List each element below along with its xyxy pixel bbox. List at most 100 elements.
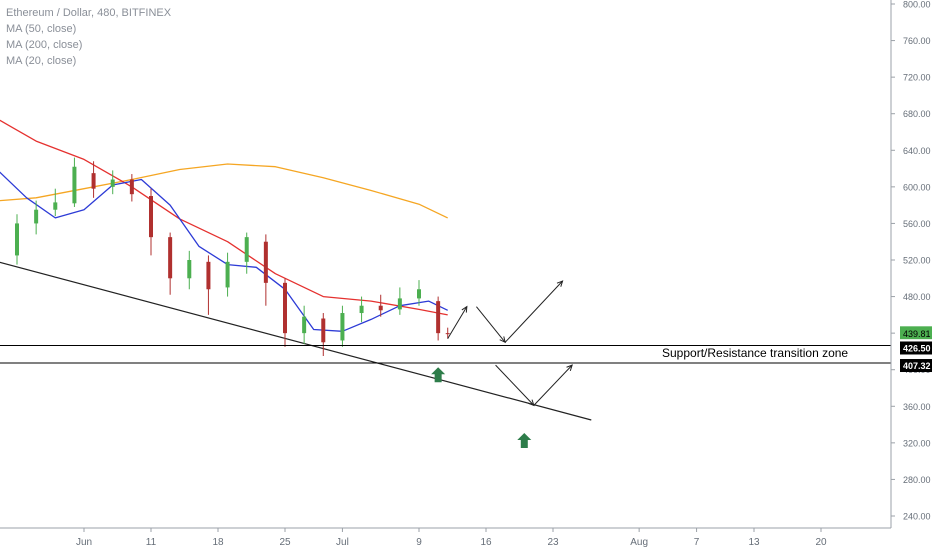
candle-body (225, 261, 230, 288)
candle-body (72, 166, 77, 204)
plot-area (0, 0, 891, 528)
moving-averages (0, 82, 448, 332)
candlestick[interactable] (321, 313, 326, 356)
candlestick[interactable] (149, 188, 153, 256)
candlestick[interactable] (417, 280, 421, 306)
candlestick[interactable] (244, 232, 249, 274)
candle-body (15, 223, 19, 256)
green-up-arrow-icon (517, 433, 532, 449)
candlestick[interactable] (206, 255, 211, 315)
candle-body (206, 261, 211, 290)
ma20-line[interactable] (0, 100, 448, 332)
candlestick[interactable] (225, 252, 230, 297)
green-up-arrow-icon (431, 367, 446, 383)
candle-body (445, 333, 450, 335)
time-tick-label: 18 (212, 537, 224, 548)
candle-body (129, 179, 134, 195)
candlestick[interactable] (283, 278, 287, 347)
time-tick-label: 7 (694, 537, 700, 548)
candle-body (149, 196, 153, 238)
candlestick[interactable] (91, 161, 96, 198)
candle-body (340, 313, 345, 341)
chart-legend: Ethereum / Dollar, 480, BITFINEX MA (50,… (6, 5, 171, 69)
ma50-line[interactable] (0, 82, 448, 316)
time-tick-label: Jul (336, 537, 349, 548)
candle-body (53, 202, 58, 210)
zone-bottom-price-label: 407.32 (903, 361, 931, 371)
price-tick-label: 800.00 (903, 0, 931, 10)
candle-body (359, 305, 364, 314)
price-tick-label: 280.00 (903, 475, 931, 485)
candlestick[interactable] (187, 250, 192, 290)
candlestick[interactable] (340, 305, 345, 347)
candlestick[interactable] (302, 305, 307, 345)
projection-arrows (431, 280, 573, 449)
candle-body (91, 173, 96, 189)
symbol-title: Ethereum / Dollar, 480, BITFINEX (6, 7, 172, 19)
price-tick-label: 720.00 (903, 73, 931, 83)
candlestick[interactable] (378, 294, 383, 317)
candlestick[interactable] (168, 232, 173, 295)
indicator-ma50[interactable]: MA (50, close) (6, 23, 77, 35)
candle-body (244, 237, 249, 262)
zone-top-price-label: 426.50 (903, 343, 931, 353)
zone-bottom-badge (900, 359, 932, 373)
scenario-retest-arrow[interactable] (476, 306, 506, 343)
price-tick-label: 520.00 (903, 256, 931, 266)
candlestick[interactable] (359, 296, 364, 323)
indicator-ma200[interactable]: MA (200, close) (6, 39, 83, 51)
candle-body (34, 209, 39, 224)
time-axis[interactable]: Jun 11 18 25 Jul 9 16 23 Aug 7 13 20 (0, 527, 891, 548)
candlestick[interactable] (15, 214, 19, 265)
candle-body (321, 318, 326, 343)
scenario-bounce-arrow[interactable] (447, 306, 468, 339)
candle-body (263, 241, 268, 283)
price-tick-label: 640.00 (903, 146, 931, 156)
time-tick-label: 11 (146, 537, 157, 548)
candle-body (436, 301, 441, 334)
descending-trendline[interactable] (0, 261, 592, 421)
time-tick-label: 20 (815, 537, 827, 548)
indicator-ma20[interactable]: MA (20, close) (6, 55, 77, 67)
price-tick-label: 240.00 (903, 512, 931, 522)
candlestick[interactable] (110, 170, 115, 195)
price-tick-label: 560.00 (903, 219, 931, 229)
scenario-recovery-arrow-head (566, 364, 573, 372)
price-tick-label: 680.00 (903, 109, 931, 119)
scenario-bounce-arrow-head (461, 305, 468, 313)
time-tick-label: 13 (748, 537, 760, 548)
zone-annotation-label: Support/Resistance transition zone (662, 346, 848, 360)
price-tick-label: 480.00 (903, 292, 931, 302)
candlestick[interactable] (34, 200, 39, 235)
candle-body (283, 282, 287, 334)
candle-body (397, 298, 402, 310)
candlestick[interactable] (53, 188, 58, 217)
candle-body (417, 289, 421, 299)
time-tick-label: 23 (547, 537, 559, 548)
candlestick[interactable] (445, 327, 450, 339)
scenario-breakout-arrow[interactable] (504, 280, 563, 343)
price-axis[interactable]: 800.00 760.00 720.00 680.00 640.00 600.00 560.… (890, 0, 932, 528)
candlestick[interactable] (397, 287, 402, 315)
price-tick-label: 760.00 (903, 36, 931, 46)
time-tick-label: 16 (480, 537, 492, 548)
support-resistance-zone (0, 344, 891, 364)
scenario-drop-arrow[interactable] (495, 364, 535, 406)
candlestick[interactable] (72, 157, 77, 207)
candlestick[interactable] (129, 174, 134, 202)
scenario-recovery-arrow[interactable] (533, 364, 573, 406)
time-tick-label: Aug (630, 537, 648, 548)
candlestick[interactable] (263, 234, 268, 306)
candle-body (378, 305, 383, 311)
zone-top-badge (900, 341, 932, 355)
time-tick-label: 9 (416, 537, 422, 548)
candle-body (187, 260, 192, 279)
trendline-group (0, 261, 592, 421)
price-tick-label: 360.00 (903, 402, 931, 412)
candle-body (302, 316, 307, 334)
candlestick[interactable] (436, 296, 441, 341)
last-price-label: 439.81 (903, 329, 931, 339)
price-tick-label: 320.00 (903, 438, 931, 448)
last-price-badge (900, 326, 932, 340)
